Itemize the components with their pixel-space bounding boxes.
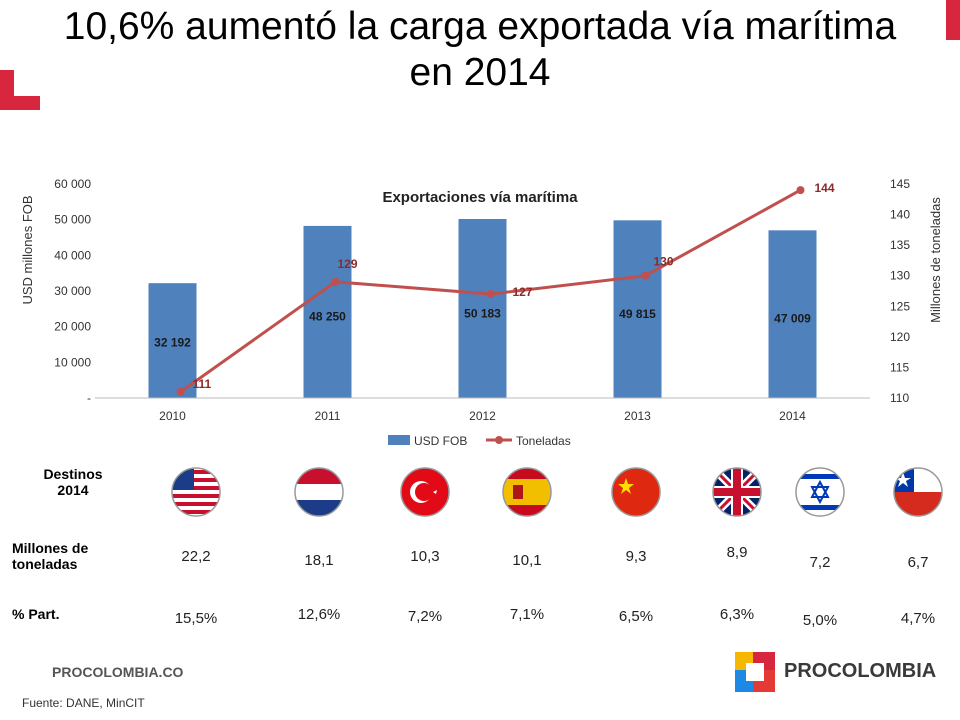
line-data-label: 111 [193,377,212,391]
x-tick-label: 2011 [315,409,341,423]
spain-flag-icon [501,466,553,518]
page-title: 10,6% aumentó la carga exportada vía mar… [0,4,960,96]
destination-share: 5,0% [802,612,838,629]
x-tick-label: 2014 [779,409,806,423]
bar-data-label: 50 183 [464,306,501,320]
legend-marker [495,436,503,444]
legend-swatch-usd-fob [388,435,410,445]
chart-title: Exportaciones vía marítima [382,189,578,206]
chile-flag-icon [892,466,944,518]
line-data-label: 129 [338,257,358,271]
bar-usd-fob [148,283,197,398]
line-data-label: 144 [815,181,835,195]
line-point [796,186,805,195]
destination-tons: 10,3 [410,548,440,565]
footer-site: PROCOLOMBIA.CO [52,664,184,680]
bar-data-label: 32 192 [154,335,191,349]
bar-data-label: 47 009 [774,312,811,326]
exports-chart: Exportaciones vía marítima USD millones … [20,177,943,448]
y-tick-label: 30 000 [54,284,91,298]
chart-legend: USD FOB Toneladas [388,434,571,448]
bar-data-label: 48 250 [309,310,346,324]
destination-tons: 7,2 [809,554,831,571]
source-note: Fuente: DANE, MinCIT [22,696,145,710]
y2-tick-label: 135 [890,238,910,252]
corner-decoration [0,70,40,110]
x-tick-label: 2012 [469,409,496,423]
uk-flag-icon [711,466,763,518]
bar-usd-fob [613,220,662,398]
usa-flag-icon [170,466,222,518]
x-tick-label: 2013 [624,409,651,423]
line-point [331,277,340,286]
destination-tons: 8,9 [726,544,748,561]
bar-usd-fob [303,225,352,398]
destinations-title: Destinos 2014 [43,466,103,498]
bar-usd-fob [768,230,817,398]
y2-tick-label: 125 [890,299,910,313]
share-row-label: % Part. [12,606,60,622]
destination-share: 7,1% [509,606,545,623]
bar-data-label: 49 815 [619,307,656,321]
china-flag-icon [610,466,662,518]
y-tick-label: 20 000 [54,320,91,334]
x-tick-label: 2010 [159,409,186,423]
destination-share: 6,3% [719,606,755,623]
destination-share: 15,5% [174,610,218,627]
destination-share: 7,2% [407,608,443,625]
y2-tick-label: 140 [890,208,910,222]
destination-share: 12,6% [297,606,341,623]
line-point [641,271,650,280]
line-point [176,387,185,396]
destination-tons: 10,1 [512,552,542,569]
israel-flag-icon [794,466,846,518]
destination-tons: 9,3 [625,548,647,565]
line-data-label: 130 [654,255,674,269]
destination-tons: 6,7 [907,554,929,571]
y2-tick-label: 130 [890,269,910,283]
y2-tick-label: 145 [890,177,910,191]
y2-tick-label: 110 [890,391,909,405]
turkey-flag-icon [399,466,451,518]
title-line-1: 10,6% aumentó la carga exportada vía mar… [63,5,897,48]
y2-tick-label: 120 [890,330,910,344]
y-tick-label: 10 000 [54,355,91,369]
y-tick-label: 60 000 [54,177,91,191]
brand-name: PROCOLOMBIA [784,660,937,682]
y2-tick-label: 115 [890,360,909,374]
line-point [486,290,495,299]
y2-axis-label: Millones de toneladas [928,197,943,323]
destination-share: 6,5% [618,608,654,625]
bar-usd-fob [458,219,507,398]
legend-label-toneladas: Toneladas [516,434,571,448]
y-tick-label: 50 000 [54,213,91,227]
destination-tons: 18,1 [304,552,334,569]
line-data-label: 127 [513,285,533,299]
y-tick-label: - [87,391,91,405]
tons-row-label: Millones de toneladas [12,540,89,572]
title-line-2: en 2014 [409,51,551,94]
netherlands-flag-icon [293,466,345,518]
legend-label-usd-fob: USD FOB [414,434,467,448]
destination-share: 4,7% [900,610,936,627]
destination-tons: 22,2 [181,548,211,565]
y-axis-label: USD millones FOB [20,195,35,304]
procolombia-logo-icon [735,652,775,692]
y-tick-label: 40 000 [54,248,91,262]
corner-decoration-top-right [946,0,960,40]
